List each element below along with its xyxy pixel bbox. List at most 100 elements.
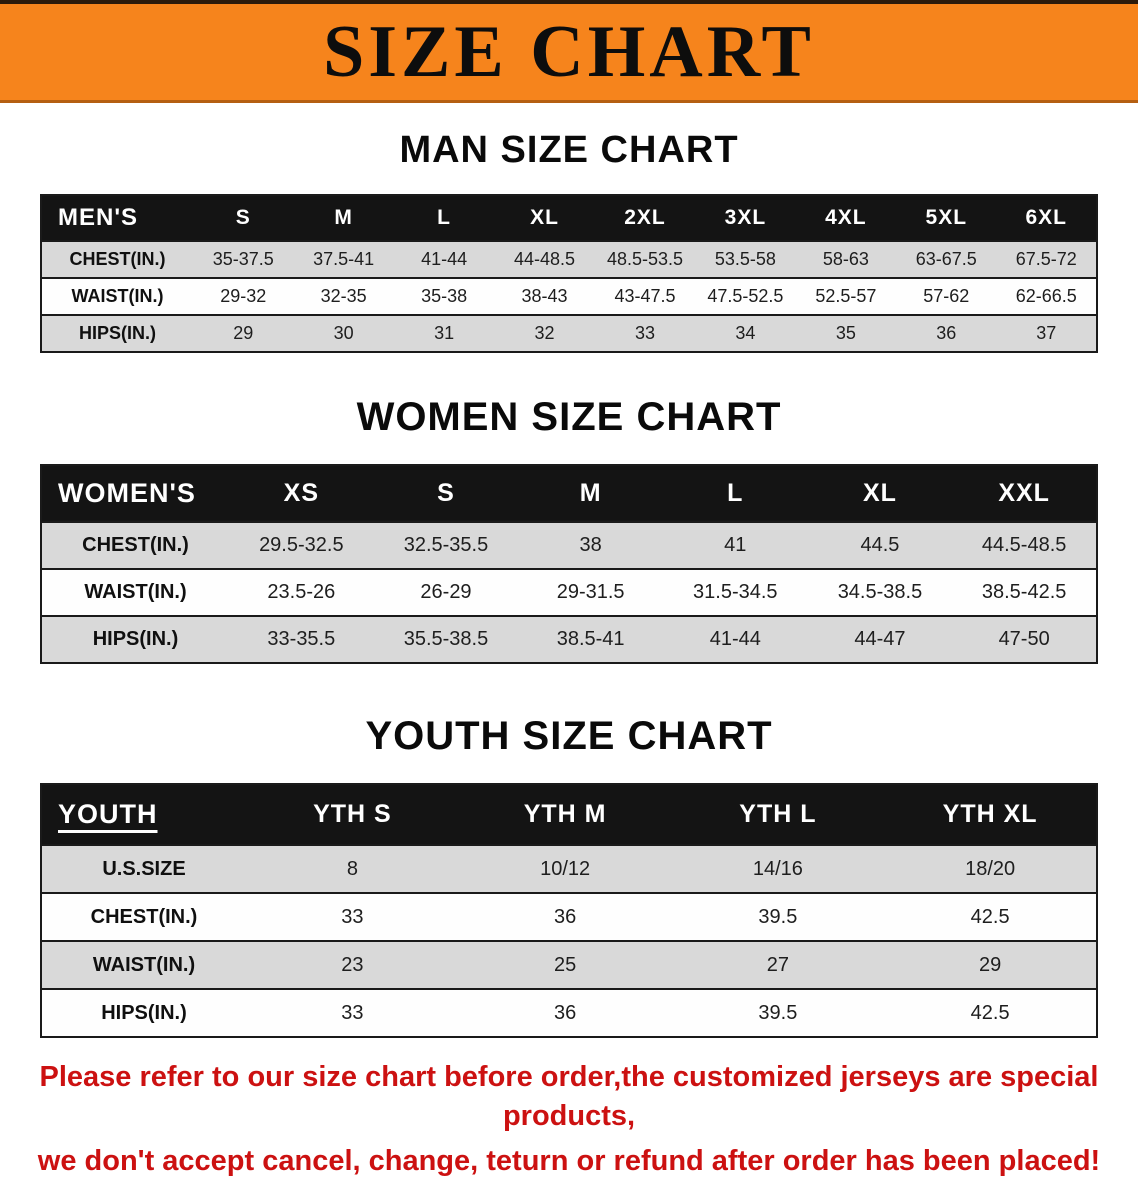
notice-line-2: we don't accept cancel, change, teturn o… bbox=[37, 1145, 1101, 1178]
size-value-cell: 57-62 bbox=[896, 277, 997, 316]
size-value-cell: 27 bbox=[671, 940, 885, 990]
size-column-header: XL bbox=[807, 464, 953, 523]
size-column-header: XXL bbox=[952, 464, 1097, 523]
row-label: CHEST(IN.) bbox=[41, 240, 193, 279]
size-value-cell: 8 bbox=[246, 844, 459, 894]
size-value-cell: 33 bbox=[594, 314, 696, 353]
table-header-row: WOMEN'S XS S M L XL XXL bbox=[41, 464, 1097, 523]
youth-size-chart-section: YOUTH SIZE CHART YOUTH YTH S YTH M YTH L YTH… bbox=[0, 714, 1138, 1038]
size-value-cell: 23.5-26 bbox=[229, 568, 374, 617]
row-label: CHEST(IN.) bbox=[41, 892, 246, 942]
man-chart-heading: MAN SIZE CHART bbox=[399, 129, 739, 171]
size-value-cell: 35-38 bbox=[393, 277, 495, 316]
size-value-cell: 33-35.5 bbox=[229, 615, 374, 664]
row-label: U.S.SIZE bbox=[41, 844, 246, 894]
size-value-cell: 29-32 bbox=[193, 277, 294, 316]
size-value-cell: 38.5-42.5 bbox=[952, 568, 1097, 617]
men-size-table: MEN'S S M L XL 2XL 3XL 4XL 5XL 6XL CHEST(IN.) 35-37… bbox=[40, 194, 1098, 353]
size-value-cell: 37 bbox=[996, 314, 1097, 353]
size-column-header: XS bbox=[229, 464, 374, 523]
size-value-cell: 35-37.5 bbox=[193, 240, 294, 279]
size-column-header: L bbox=[393, 194, 495, 242]
size-value-cell: 48.5-53.5 bbox=[594, 240, 696, 279]
row-label: WAIST(IN.) bbox=[41, 277, 193, 316]
size-value-cell: 39.5 bbox=[671, 988, 885, 1038]
size-column-header: M bbox=[518, 464, 663, 523]
size-column-header: S bbox=[193, 194, 294, 242]
table-header-row: YOUTH YTH S YTH M YTH L YTH XL bbox=[41, 783, 1097, 846]
size-value-cell: 32 bbox=[494, 314, 595, 353]
size-value-cell: 42.5 bbox=[884, 892, 1097, 942]
size-value-cell: 38 bbox=[518, 521, 663, 570]
women-size-chart-section: WOMEN SIZE CHART WOMEN'S XS S M L XL XXL CHEST(… bbox=[0, 395, 1138, 664]
size-column-header: 6XL bbox=[996, 194, 1097, 242]
youth-chart-heading: YOUTH SIZE CHART bbox=[365, 714, 773, 758]
size-column-header: S bbox=[373, 464, 519, 523]
size-value-cell: 31.5-34.5 bbox=[662, 568, 808, 617]
size-value-cell: 38-43 bbox=[494, 277, 595, 316]
row-label: HIPS(IN.) bbox=[41, 988, 246, 1038]
size-value-cell: 34.5-38.5 bbox=[807, 568, 953, 617]
size-column-header: 2XL bbox=[594, 194, 696, 242]
table-row: HIPS(IN.) 33-35.5 35.5-38.5 38.5-41 41-44 44-… bbox=[41, 615, 1097, 664]
size-column-header: M bbox=[293, 194, 394, 242]
table-title-cell: WOMEN'S bbox=[41, 464, 229, 523]
size-value-cell: 26-29 bbox=[373, 568, 519, 617]
size-value-cell: 41-44 bbox=[393, 240, 495, 279]
size-value-cell: 33 bbox=[246, 892, 459, 942]
size-value-cell: 18/20 bbox=[884, 844, 1097, 894]
size-value-cell: 39.5 bbox=[671, 892, 885, 942]
size-column-header: 4XL bbox=[795, 194, 897, 242]
size-value-cell: 44-47 bbox=[807, 615, 953, 664]
size-value-cell: 25 bbox=[458, 940, 672, 990]
size-value-cell: 36 bbox=[458, 988, 672, 1038]
size-column-header: YTH L bbox=[671, 783, 885, 846]
size-value-cell: 35.5-38.5 bbox=[373, 615, 519, 664]
size-value-cell: 41 bbox=[662, 521, 808, 570]
size-value-cell: 62-66.5 bbox=[996, 277, 1097, 316]
table-row: U.S.SIZE 8 10/12 14/16 18/20 bbox=[41, 844, 1097, 894]
table-row: CHEST(IN.) 33 36 39.5 42.5 bbox=[41, 892, 1097, 942]
size-column-header: YTH XL bbox=[884, 783, 1097, 846]
size-value-cell: 36 bbox=[458, 892, 672, 942]
size-value-cell: 14/16 bbox=[671, 844, 885, 894]
size-value-cell: 63-67.5 bbox=[896, 240, 997, 279]
table-header-row: MEN'S S M L XL 2XL 3XL 4XL 5XL 6XL bbox=[41, 194, 1097, 242]
size-value-cell: 67.5-72 bbox=[996, 240, 1097, 279]
size-value-cell: 44.5 bbox=[807, 521, 953, 570]
size-value-cell: 53.5-58 bbox=[695, 240, 796, 279]
size-value-cell: 33 bbox=[246, 988, 459, 1038]
table-title-cell: YOUTH bbox=[41, 783, 246, 846]
size-value-cell: 42.5 bbox=[884, 988, 1097, 1038]
size-column-header: YTH M bbox=[458, 783, 672, 846]
size-value-cell: 23 bbox=[246, 940, 459, 990]
size-value-cell: 29 bbox=[884, 940, 1097, 990]
size-value-cell: 29-31.5 bbox=[518, 568, 663, 617]
youth-size-table: YOUTH YTH S YTH M YTH L YTH XL U.S.SIZE 8 10/12… bbox=[40, 783, 1098, 1038]
size-value-cell: 37.5-41 bbox=[293, 240, 394, 279]
banner: SIZE CHART bbox=[0, 0, 1138, 103]
table-row: HIPS(IN.) 29 30 31 32 33 34 35 36 37 bbox=[41, 314, 1097, 353]
table-row: CHEST(IN.) 35-37.5 37.5-41 41-44 44-48.5 48.5… bbox=[41, 240, 1097, 279]
women-chart-heading: WOMEN SIZE CHART bbox=[356, 395, 782, 439]
row-label: HIPS(IN.) bbox=[41, 615, 229, 664]
size-column-header: XL bbox=[494, 194, 595, 242]
row-label: CHEST(IN.) bbox=[41, 521, 229, 570]
size-value-cell: 30 bbox=[293, 314, 394, 353]
table-title-cell: MEN'S bbox=[41, 194, 193, 242]
size-column-header: L bbox=[662, 464, 808, 523]
table-row: WAIST(IN.) 23 25 27 29 bbox=[41, 940, 1097, 990]
size-value-cell: 38.5-41 bbox=[518, 615, 663, 664]
row-label: WAIST(IN.) bbox=[41, 568, 229, 617]
notice-line-1: Please refer to our size chart before or… bbox=[39, 1061, 1099, 1133]
size-column-header: 5XL bbox=[896, 194, 997, 242]
table-row: WAIST(IN.) 23.5-26 26-29 29-31.5 31.5-34.5 34… bbox=[41, 568, 1097, 617]
size-value-cell: 36 bbox=[896, 314, 997, 353]
table-row: WAIST(IN.) 29-32 32-35 35-38 38-43 43-47.5 47.… bbox=[41, 277, 1097, 316]
row-label: WAIST(IN.) bbox=[41, 940, 246, 990]
size-value-cell: 58-63 bbox=[795, 240, 897, 279]
size-column-header: YTH S bbox=[246, 783, 459, 846]
size-value-cell: 52.5-57 bbox=[795, 277, 897, 316]
size-value-cell: 47.5-52.5 bbox=[695, 277, 796, 316]
